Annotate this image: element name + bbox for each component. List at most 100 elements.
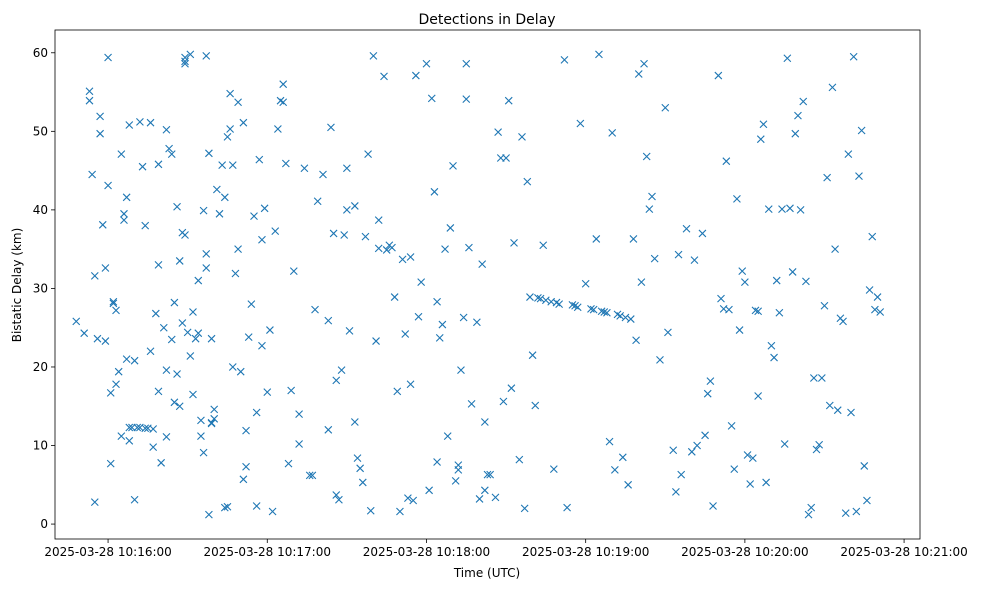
data-point bbox=[85, 96, 94, 105]
data-point bbox=[80, 329, 89, 338]
data-point bbox=[727, 422, 736, 430]
data-point bbox=[122, 193, 131, 202]
data-point bbox=[228, 161, 237, 169]
data-point bbox=[648, 192, 656, 201]
data-point bbox=[515, 455, 524, 464]
data-point bbox=[154, 160, 163, 169]
data-point bbox=[486, 470, 495, 479]
data-point bbox=[404, 494, 412, 503]
data-point bbox=[210, 414, 219, 423]
data-point bbox=[231, 269, 240, 278]
data-point bbox=[104, 181, 112, 190]
data-point bbox=[106, 389, 115, 397]
y-tick-label: 60 bbox=[33, 46, 48, 60]
data-point bbox=[549, 465, 558, 473]
data-point bbox=[406, 253, 415, 261]
data-point bbox=[494, 128, 503, 137]
data-point bbox=[319, 170, 327, 179]
data-point bbox=[273, 125, 282, 133]
data-point bbox=[151, 309, 160, 318]
data-point bbox=[228, 363, 237, 371]
data-point bbox=[746, 480, 755, 488]
data-point bbox=[284, 459, 293, 468]
data-point bbox=[504, 96, 513, 105]
data-point bbox=[855, 172, 863, 180]
data-point bbox=[167, 150, 176, 158]
data-point bbox=[226, 89, 235, 98]
data-point bbox=[817, 374, 826, 382]
data-point bbox=[154, 260, 163, 269]
data-point bbox=[764, 205, 773, 213]
chart-title: Detections in Delay bbox=[418, 12, 555, 28]
data-point bbox=[199, 206, 208, 215]
data-point bbox=[480, 486, 489, 495]
data-point bbox=[258, 235, 266, 244]
data-point bbox=[600, 308, 609, 316]
data-point bbox=[706, 377, 715, 386]
data-point bbox=[411, 71, 420, 80]
data-point bbox=[138, 162, 147, 171]
data-point bbox=[844, 150, 853, 158]
data-point bbox=[510, 238, 518, 247]
data-point bbox=[141, 221, 150, 230]
data-point bbox=[173, 370, 181, 378]
data-point bbox=[130, 356, 139, 365]
data-point bbox=[459, 313, 468, 322]
data-point bbox=[740, 278, 749, 287]
data-point bbox=[250, 212, 258, 221]
data-point bbox=[595, 50, 603, 59]
data-point bbox=[783, 54, 792, 63]
data-point bbox=[873, 293, 882, 301]
y-tick-label: 50 bbox=[33, 124, 48, 138]
y-tick-label: 40 bbox=[33, 203, 48, 217]
data-point bbox=[441, 245, 449, 254]
data-point bbox=[462, 59, 471, 68]
data-point bbox=[809, 374, 818, 382]
data-point bbox=[863, 496, 871, 505]
data-point bbox=[388, 243, 396, 252]
data-point bbox=[146, 118, 155, 127]
data-point bbox=[738, 267, 747, 276]
y-tick-label: 0 bbox=[40, 517, 48, 531]
data-point bbox=[353, 454, 362, 462]
data-point bbox=[815, 440, 824, 449]
data-point bbox=[661, 103, 670, 112]
data-point bbox=[664, 328, 672, 337]
data-point bbox=[804, 510, 813, 519]
data-point bbox=[268, 507, 277, 516]
data-point bbox=[523, 177, 532, 186]
x-tick-label: 2025-03-28 10:16:00 bbox=[44, 545, 171, 559]
data-point bbox=[860, 462, 869, 470]
data-point bbox=[435, 334, 444, 342]
x-tick-label: 2025-03-28 10:20:00 bbox=[681, 545, 808, 559]
data-point bbox=[812, 445, 821, 454]
data-point bbox=[682, 224, 691, 233]
data-point bbox=[454, 461, 463, 470]
data-point bbox=[154, 387, 163, 396]
data-point bbox=[345, 326, 354, 335]
data-point bbox=[401, 330, 410, 338]
data-point bbox=[358, 478, 367, 487]
data-point bbox=[438, 320, 447, 329]
data-point bbox=[175, 257, 184, 265]
data-point bbox=[616, 312, 625, 320]
data-point bbox=[159, 323, 168, 332]
data-point bbox=[735, 326, 744, 334]
data-point bbox=[263, 388, 272, 397]
data-point bbox=[751, 306, 760, 315]
data-point bbox=[690, 256, 699, 265]
data-point bbox=[109, 299, 118, 308]
y-tick-label: 10 bbox=[33, 439, 48, 453]
data-point bbox=[202, 264, 211, 272]
data-point bbox=[167, 335, 176, 344]
data-point bbox=[72, 317, 81, 326]
data-point bbox=[634, 70, 643, 78]
data-point bbox=[592, 235, 601, 243]
data-point bbox=[693, 441, 702, 450]
data-point bbox=[762, 478, 770, 487]
data-point bbox=[369, 52, 378, 60]
data-point bbox=[324, 425, 333, 434]
data-point bbox=[181, 59, 189, 68]
data-point bbox=[868, 232, 877, 241]
data-point bbox=[374, 244, 383, 253]
